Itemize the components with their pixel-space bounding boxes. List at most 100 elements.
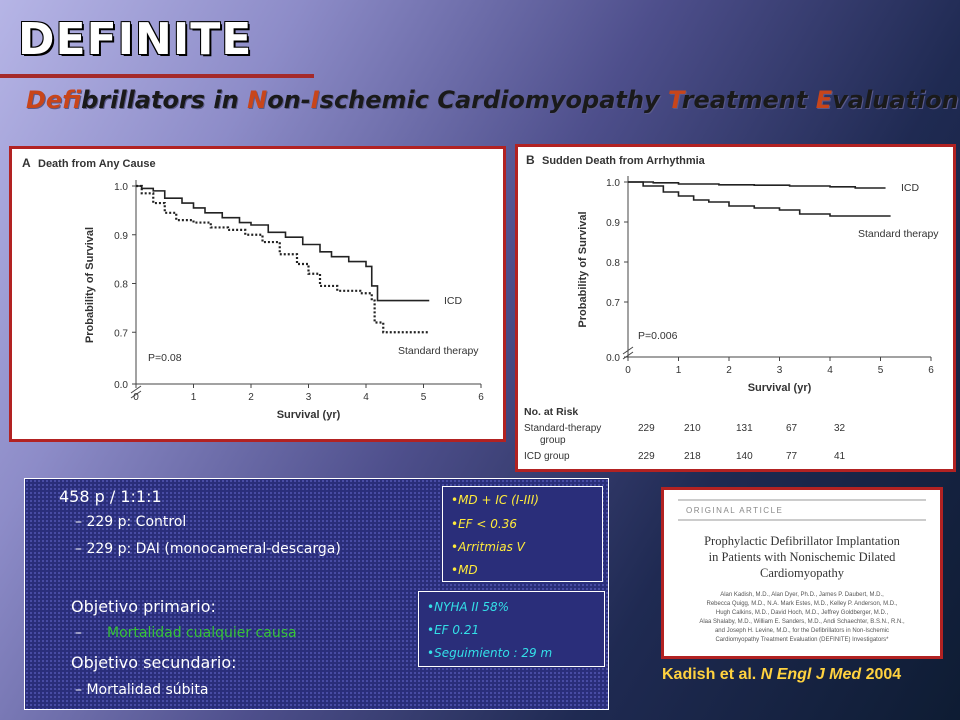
x-tick-label: 4 (827, 365, 833, 376)
risk-table-cell: 41 (834, 451, 846, 462)
article-authors: Alaa Shalaby, M.D., William E. Sanders, … (699, 619, 905, 625)
y-tick-label: 1.0 (114, 182, 128, 193)
citation-author: Kadish et al. (662, 666, 757, 683)
subtitle-part: brillators in (81, 86, 248, 114)
risk-table-cell: 229 (638, 451, 655, 462)
stats-item: •NYHA II 58% (427, 600, 509, 614)
axis-break-mark (130, 385, 142, 394)
article-authors: Hugh Calkins, M.D., David Hoch, M.D., Je… (716, 610, 889, 616)
subtitle-part: schemic Cardiomyopathy (319, 86, 668, 114)
y-tick-label: 0.8 (606, 258, 620, 269)
series-label: ICD (901, 182, 920, 194)
x-axis-label: Survival (yr) (277, 409, 341, 421)
subtitle-part: I (310, 86, 320, 114)
sudden-death-chart: B Sudden Death from Arrhythmia 0.0 0.7 0.8 0.… (524, 153, 939, 462)
criteria-item: •EF < 0.36 (451, 517, 517, 531)
criteria-item: •MD (451, 563, 478, 577)
risk-table-cell: 140 (736, 451, 753, 462)
risk-table-cell: 67 (786, 423, 798, 434)
series-line-standard-therapy (628, 181, 891, 217)
risk-table-cell: 229 (638, 423, 655, 434)
criteria-item: •Arritmias V (451, 540, 525, 554)
slide-subtitle: Defibrillators in Non-Ischemic Cardiomyo… (26, 86, 959, 114)
subtitle-part: reatment (681, 86, 816, 114)
stats-item: •EF 0.21 (427, 623, 480, 637)
y-axis-label: Probability of Survival (577, 211, 589, 327)
article-authors: Cardiomyopathy Treatment Evaluation (DEF… (715, 637, 889, 643)
x-tick-label: 6 (478, 392, 484, 403)
p-value-annotation: P=0.08 (148, 352, 182, 364)
x-axis-label: Survival (yr) (748, 382, 812, 394)
p-value-annotation: P=0.006 (638, 330, 678, 342)
x-tick-label: 3 (306, 392, 312, 403)
y-tick-label: 0.9 (114, 231, 128, 242)
title-underline (0, 74, 314, 78)
y-tick-label: 0.0 (114, 380, 128, 391)
axis-break-mark (622, 346, 634, 355)
death-any-cause-chart: A Death from Any Cause 0.0 0.7 0.8 0.9 1.0 0 1 2 3… (22, 156, 484, 421)
risk-table-cell: 210 (684, 423, 701, 434)
risk-row-label: Standard-therapy (524, 423, 601, 434)
risk-table-cell: 218 (684, 451, 701, 462)
axis-break-mark (130, 390, 142, 399)
citation: Kadish et al. N Engl J Med 2004 (662, 666, 901, 684)
citation-journal: N Engl J Med (760, 666, 862, 683)
primary-endpoint-value: Mortalidad cualquier causa (107, 625, 297, 641)
risk-table-header: No. at Risk (524, 406, 578, 418)
y-tick-label: 0.9 (606, 218, 620, 229)
series-label: Standard therapy (398, 345, 479, 357)
article-authors: and Joseph H. Levine, M.D., for the Defi… (715, 628, 889, 634)
baseline-stats-box: •NYHA II 58% •EF 0.21 •Seguimiento : 29 … (418, 591, 605, 667)
chart-title: Sudden Death from Arrhythmia (542, 155, 706, 167)
primary-dash: – (75, 625, 82, 641)
y-tick-label: 0.7 (114, 328, 128, 339)
x-tick-label: 4 (363, 392, 369, 403)
x-tick-label: 0 (625, 365, 631, 376)
axis-break-mark (622, 351, 634, 360)
x-tick-label: 3 (777, 365, 783, 376)
article-title-line: in Patients with Nonischemic Dilated (709, 550, 897, 564)
article-authors: Alan Kadish, M.D., Alan Dyer, Ph.D., Jam… (720, 592, 884, 598)
x-tick-label: 6 (928, 365, 934, 376)
article-authors: Rebecca Quigg, M.D., N.A. Mark Estes, M.… (707, 601, 898, 607)
y-tick-label: 0.7 (606, 298, 620, 309)
control-arm: – 229 p: Control (75, 514, 187, 530)
secondary-endpoint-value: – Mortalidad súbita (75, 682, 209, 698)
chart-panel-a: A Death from Any Cause 0.0 0.7 0.8 0.9 1.0 0 1 2 3… (9, 146, 506, 442)
y-tick-label: 0.8 (114, 280, 128, 291)
x-tick-label: 2 (248, 392, 254, 403)
article-title-line: Prophylactic Defibrillator Implantation (704, 534, 901, 548)
subtitle-part: N (247, 86, 268, 114)
y-axis-label: Probability of Survival (84, 227, 96, 343)
citation-year: 2004 (865, 666, 902, 683)
risk-table-cell: 131 (736, 423, 753, 434)
x-tick-label: 5 (421, 392, 427, 403)
series-label: Standard therapy (858, 228, 939, 240)
inclusion-criteria-box: •MD + IC (I-III) •EF < 0.36 •Arritmias V… (442, 486, 603, 582)
subtitle-part: valuation (832, 86, 959, 114)
dai-arm: – 229 p: DAI (monocameral-descarga) (75, 541, 341, 557)
chart-title: Death from Any Cause (38, 158, 156, 170)
sample-size: 458 p / 1:1:1 (59, 487, 162, 506)
risk-row-label: ICD group (524, 451, 570, 462)
article-kicker: ORIGINAL ARTICLE (686, 506, 783, 515)
article-page: ORIGINAL ARTICLE Prophylactic Defibrilla… (678, 499, 926, 643)
x-tick-label: 5 (878, 365, 884, 376)
x-tick-label: 1 (676, 365, 682, 376)
subtitle-part: on- (267, 86, 311, 114)
series-line-icd (628, 181, 886, 189)
panel-letter: A (22, 156, 31, 170)
study-design-box: 458 p / 1:1:1 – 229 p: Control – 229 p: … (24, 478, 609, 710)
x-tick-label: 0 (133, 392, 139, 403)
subtitle-part: T (667, 86, 682, 114)
stats-item: •Seguimiento : 29 m (427, 646, 553, 660)
series-line-icd (136, 185, 430, 302)
risk-table-cell: 77 (786, 451, 798, 462)
article-thumbnail: ORIGINAL ARTICLE Prophylactic Defibrilla… (661, 487, 943, 659)
slide-title: DEFINITE (18, 14, 253, 65)
article-title-line: Cardiomyopathy (760, 566, 845, 580)
risk-table-cell: 32 (834, 423, 846, 434)
criteria-item: •MD + IC (I-III) (451, 493, 539, 507)
secondary-endpoint-label: Objetivo secundario: (71, 653, 237, 672)
y-tick-label: 0.0 (606, 353, 620, 364)
